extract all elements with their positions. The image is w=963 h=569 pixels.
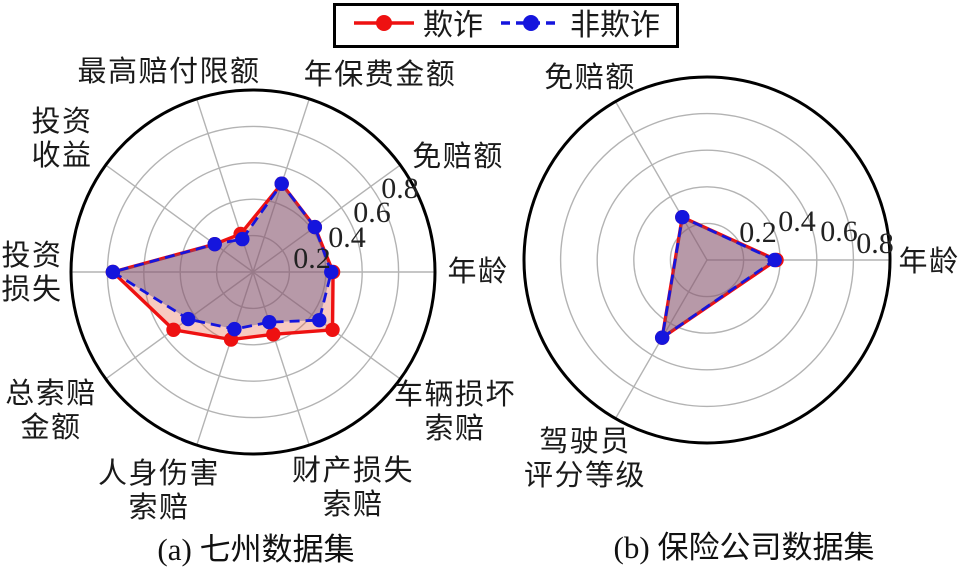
series-nonfraud-polygon: [660, 215, 777, 340]
axis-spoke: [252, 271, 310, 446]
series-nonfraud-point: [227, 321, 242, 337]
axis-spoke: [196, 271, 254, 446]
radar-chart-a: 0.20.40.60.8 年龄 免赔额 年保费金额 最高赔付限额投资收益投资损失总索赔金…: [1, 55, 516, 524]
rtick-label: 0.4: [328, 221, 366, 254]
legend-label-nonfraud: 非欺诈: [570, 8, 660, 42]
legend-box: 欺诈 非欺诈: [333, 3, 679, 48]
rtick-label: 0.6: [820, 215, 858, 248]
series-nonfraud-point: [767, 252, 782, 268]
series-nonfraud-point: [235, 231, 250, 247]
axis-label: 免赔额: [412, 140, 504, 173]
series-nonfraud-point: [654, 330, 670, 345]
series-nonfraud-point: [181, 311, 196, 327]
axis-label: 驾驶员评分等级: [524, 425, 646, 492]
axis-spoke: [105, 164, 254, 273]
series-nonfraud-point: [307, 219, 323, 235]
series-fraud-point: [166, 322, 181, 337]
legend-item-fraud: 欺诈: [352, 8, 483, 43]
outer-circle: [69, 88, 437, 456]
outer-circle: [522, 75, 892, 445]
series-nonfraud-point: [105, 264, 121, 280]
caption-chart-a: (a) 七州数据集: [157, 532, 355, 567]
series-fraud-point: [325, 322, 340, 337]
caption-chart-b: (b) 保险公司数据集: [613, 530, 875, 565]
axis-spoke: [252, 164, 401, 273]
axis-label: 投资损失: [1, 239, 62, 306]
axis-spoke: [105, 271, 254, 380]
series-nonfraud-point: [324, 264, 339, 280]
axis-label: 总索赔金额: [5, 377, 97, 444]
series-nonfraud-point: [274, 176, 289, 191]
rtick-label: 0.2: [293, 242, 331, 275]
legend-label-fraud: 欺诈: [423, 8, 483, 42]
axis-spoke: [614, 101, 708, 261]
axis-label: 最高赔付限额: [77, 55, 260, 88]
axis-label: 年龄: [447, 255, 508, 288]
fraud-line-sample-icon: [352, 8, 416, 43]
nonfraud-line-sample-icon: [499, 8, 563, 43]
axis-label: 财产损失索赔: [292, 454, 414, 521]
rtick-label: 0.8: [381, 172, 419, 205]
rtick-label: 0.6: [353, 196, 391, 229]
series-nonfraud-point: [675, 210, 690, 225]
axis-spoke: [252, 271, 401, 380]
axis-label: 车辆损坏索赔: [394, 378, 516, 445]
axis-label: 年龄: [898, 245, 959, 278]
series-nonfraud-point: [207, 236, 222, 252]
legend-item-nonfraud: 非欺诈: [499, 8, 660, 43]
series-fraud-point: [266, 327, 281, 342]
series-nonfraud-point: [262, 314, 277, 330]
axis-label: 人身伤害索赔: [98, 457, 220, 524]
axis-label: 免赔额: [544, 61, 636, 94]
axis-label: 投资收益: [31, 105, 92, 172]
rtick-label: 0.4: [778, 205, 816, 238]
axis-label: 年保费金额: [304, 58, 457, 91]
series-nonfraud-point: [312, 312, 327, 328]
rtick-label: 0.2: [739, 216, 777, 249]
rtick-label: 0.8: [856, 227, 894, 260]
